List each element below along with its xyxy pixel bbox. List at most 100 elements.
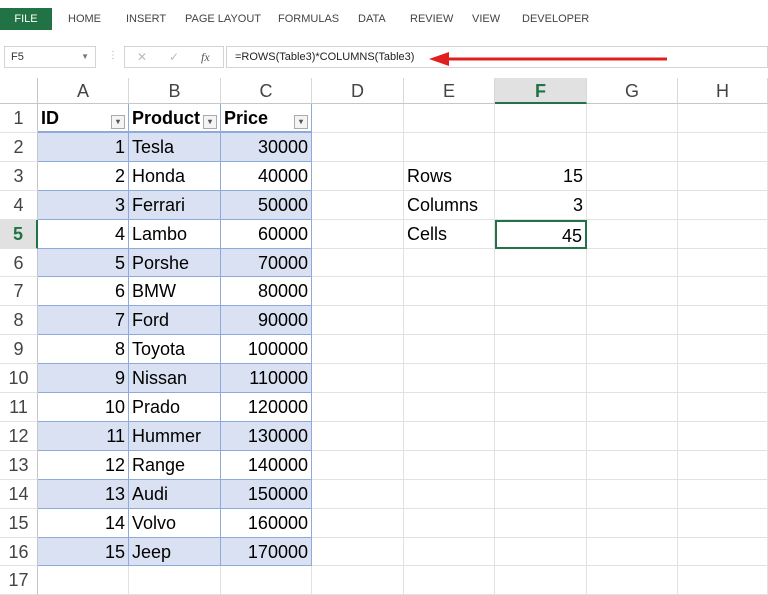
row-header-6[interactable]: 6 [0,249,38,277]
cell[interactable] [678,249,768,277]
table-cell-product[interactable]: Ford [129,306,221,335]
row-header-9[interactable]: 9 [0,335,38,364]
table-cell-product[interactable]: Porshe [129,249,221,277]
row-header-11[interactable]: 11 [0,393,38,422]
filter-dropdown-icon[interactable]: ▾ [294,115,308,129]
table-cell-price[interactable]: 150000 [221,480,312,509]
table-cell-price[interactable]: 130000 [221,422,312,451]
row-header-15[interactable]: 15 [0,509,38,538]
table-cell-id[interactable]: 2 [38,162,129,191]
tab-data[interactable]: DATA [358,13,386,25]
cell[interactable] [587,451,678,480]
row-header-12[interactable]: 12 [0,422,38,451]
table-cell-product[interactable]: Nissan [129,364,221,393]
cell[interactable] [312,220,404,249]
cell[interactable] [495,422,587,451]
table-cell-product[interactable]: Prado [129,393,221,422]
table-cell-product[interactable]: Honda [129,162,221,191]
row-header-5[interactable]: 5 [0,220,38,249]
cell[interactable] [678,277,768,306]
tab-page-layout[interactable]: PAGE LAYOUT [185,13,262,25]
tab-review[interactable]: REVIEW [410,13,454,25]
cell[interactable] [587,422,678,451]
cell[interactable] [312,162,404,191]
column-header-c[interactable]: C [221,78,312,104]
cell[interactable] [312,306,404,335]
cell[interactable] [678,335,768,364]
table-cell-price[interactable]: 70000 [221,249,312,277]
cell[interactable] [495,480,587,509]
row-header-4[interactable]: 4 [0,191,38,220]
select-all-corner[interactable] [0,78,38,104]
cell[interactable] [587,191,678,220]
table-header-id[interactable]: ID ▾ [38,104,129,133]
table-cell-id[interactable]: 11 [38,422,129,451]
cell[interactable] [678,509,768,538]
table-cell-price[interactable]: 80000 [221,277,312,306]
table-cell-id[interactable]: 5 [38,249,129,277]
cell[interactable] [587,306,678,335]
cell[interactable] [678,133,768,162]
cell[interactable] [587,220,678,249]
cell[interactable] [404,509,495,538]
formula-input[interactable]: =ROWS(Table3)*COLUMNS(Table3) [226,46,768,68]
tab-formulas[interactable]: FORMULAS [278,13,340,25]
cell[interactable] [495,364,587,393]
cell[interactable] [495,538,587,566]
table-cell-price[interactable]: 170000 [221,538,312,566]
row-header-10[interactable]: 10 [0,364,38,393]
cell[interactable] [587,335,678,364]
cell[interactable] [495,335,587,364]
cell[interactable] [587,133,678,162]
cell[interactable] [312,335,404,364]
cell[interactable] [587,104,678,133]
cell[interactable] [587,480,678,509]
table-cell-price[interactable]: 60000 [221,220,312,249]
row-header-13[interactable]: 13 [0,451,38,480]
cell[interactable] [312,364,404,393]
chevron-down-icon[interactable]: ▼ [81,52,89,61]
cell[interactable] [587,364,678,393]
cell[interactable] [404,306,495,335]
cell[interactable] [587,277,678,306]
row-header-8[interactable]: 8 [0,306,38,335]
table-cell-id[interactable]: 13 [38,480,129,509]
table-cell-id[interactable]: 3 [38,191,129,220]
cell[interactable] [678,480,768,509]
cell[interactable] [587,162,678,191]
tab-home[interactable]: HOME [68,13,101,25]
table-header-price[interactable]: Price ▾ [221,104,312,133]
cell[interactable] [312,249,404,277]
table-cell-price[interactable]: 160000 [221,509,312,538]
column-header-a[interactable]: A [38,78,129,104]
table-cell-price[interactable]: 140000 [221,451,312,480]
cell[interactable] [312,133,404,162]
tab-insert[interactable]: INSERT [126,13,167,25]
cell[interactable] [404,133,495,162]
tab-developer[interactable]: DEVELOPER [522,13,590,25]
cell[interactable] [678,538,768,566]
column-header-h[interactable]: H [678,78,768,104]
cell[interactable] [312,393,404,422]
table-cell-price[interactable]: 110000 [221,364,312,393]
cell[interactable] [678,104,768,133]
table-cell-id[interactable]: 4 [38,220,129,249]
cell[interactable] [678,393,768,422]
fx-icon[interactable]: fx [201,50,210,64]
table-cell-price[interactable]: 90000 [221,306,312,335]
cell[interactable] [404,364,495,393]
table-cell-id[interactable]: 14 [38,509,129,538]
table-cell-id[interactable]: 1 [38,133,129,162]
table-cell-product[interactable]: Volvo [129,509,221,538]
table-cell-id[interactable]: 9 [38,364,129,393]
cell[interactable] [312,422,404,451]
table-cell-product[interactable]: Range [129,451,221,480]
filter-dropdown-icon[interactable]: ▾ [111,115,125,129]
cell[interactable] [495,306,587,335]
table-cell-id[interactable]: 8 [38,335,129,364]
cell[interactable] [404,393,495,422]
summary-value[interactable]: 15 [495,162,587,191]
table-cell-price[interactable]: 100000 [221,335,312,364]
cell[interactable] [587,509,678,538]
column-header-d[interactable]: D [312,78,404,104]
